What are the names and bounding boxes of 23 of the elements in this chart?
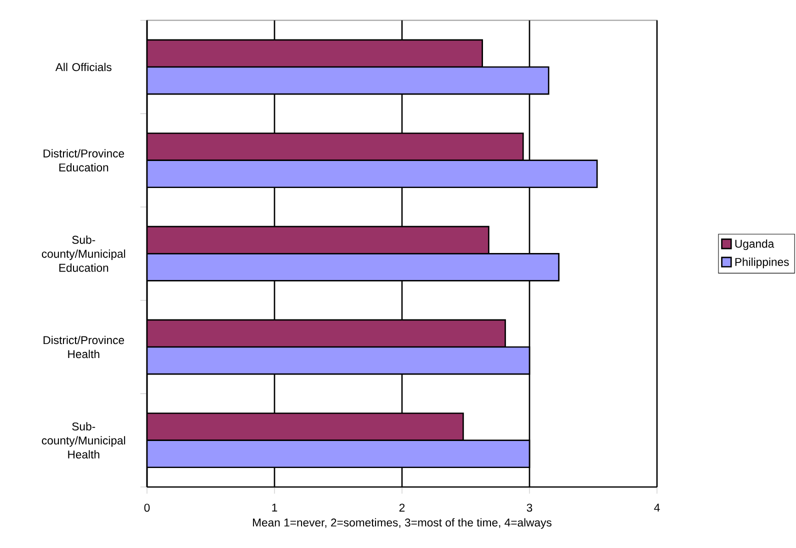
bar xyxy=(147,346,530,375)
bar xyxy=(147,226,490,254)
y-tick-label: All Officials xyxy=(55,62,112,72)
x-tick-label: 4 xyxy=(654,504,660,512)
bar xyxy=(147,39,483,68)
bar xyxy=(147,160,598,188)
x-tick-label: 2 xyxy=(399,504,405,512)
bar xyxy=(147,412,464,441)
x-tick-label: 0 xyxy=(144,504,150,512)
x-tick-label: 3 xyxy=(526,504,532,512)
y-tick-label: Sub-county/Municipal Education xyxy=(42,235,126,272)
y-tick-label: District/Province Education xyxy=(44,149,124,172)
legend-label: Philippines xyxy=(735,258,789,268)
bar xyxy=(147,66,550,95)
y-tick-label: Sub-county/Municipal Health xyxy=(42,422,126,458)
x-axis-title: Mean 1=never, 2=sometimes, 3=most of the time, 4=always xyxy=(252,518,552,529)
bar xyxy=(147,252,560,282)
x-tick-label: 1 xyxy=(272,504,278,512)
bar xyxy=(147,319,506,348)
bar xyxy=(147,440,530,468)
y-tick-label: District/Province Health xyxy=(44,336,124,358)
legend-label: Uganda xyxy=(735,239,774,250)
bar xyxy=(147,132,524,161)
